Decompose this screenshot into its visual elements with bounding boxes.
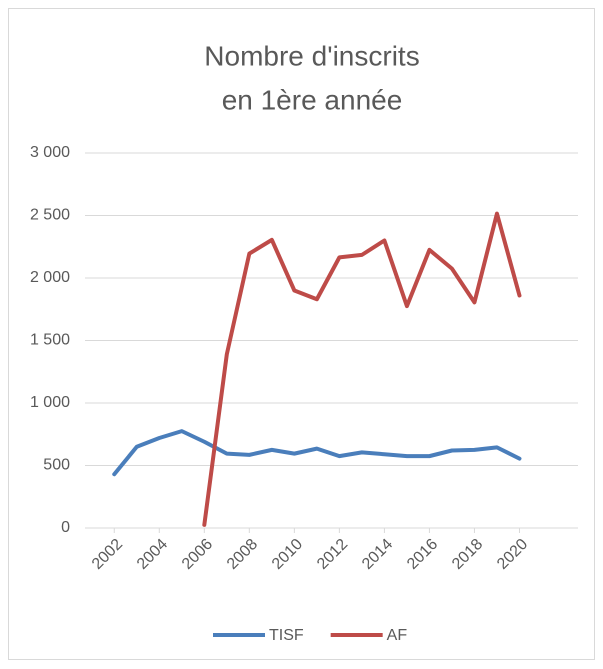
y-tick-label: 2 500 <box>30 207 70 224</box>
y-tick-label: 1 500 <box>30 332 70 349</box>
series-line <box>202 211 522 527</box>
legend-label: AF <box>387 627 408 644</box>
y-tick-label: 3 000 <box>30 144 70 161</box>
series-line <box>112 429 522 477</box>
legend-label: TISF <box>269 627 304 644</box>
y-tick-label: 500 <box>43 457 70 474</box>
chart-title: en 1ère année <box>222 84 403 115</box>
chart-title: Nombre d'inscrits <box>204 40 419 71</box>
chart-border <box>8 8 595 660</box>
y-tick-label: 0 <box>61 519 70 536</box>
y-tick-label: 2 000 <box>30 269 70 286</box>
y-tick-label: 1 000 <box>30 394 70 411</box>
